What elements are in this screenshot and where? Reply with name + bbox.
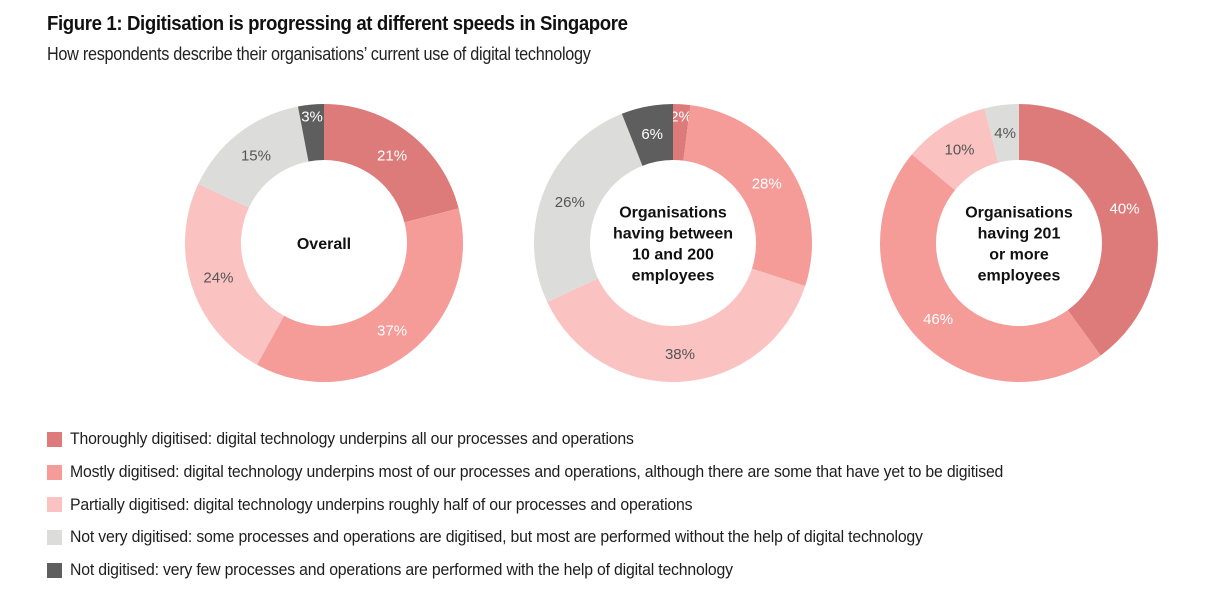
donut-charts: 21% 37% 24% 15% 3% Overall 2% 28% 38% 26% 6% Organi… xyxy=(184,103,1159,383)
center-label-line: having between xyxy=(613,226,733,243)
legend-item-not: Not digitised: very few processes and op… xyxy=(47,554,1073,587)
slice-value-label: 38% xyxy=(665,346,695,363)
center-label-line: or more xyxy=(989,247,1049,264)
legend-label: Mostly digitised: digital technology und… xyxy=(70,462,1004,482)
legend-label: Not digitised: very few processes and op… xyxy=(70,560,733,580)
slice-mostly xyxy=(257,208,463,383)
donut-center-label: Organisations having between 10 and 200 emp… xyxy=(613,205,733,285)
legend-swatch xyxy=(47,497,62,513)
slice-value-label: 10% xyxy=(945,141,975,158)
slice-partially xyxy=(184,183,285,365)
legend-swatch xyxy=(47,529,62,545)
figure-subtitle: How respondents describe their organisat… xyxy=(47,44,591,64)
center-label-line: Organisations xyxy=(965,205,1073,222)
slice-mostly xyxy=(880,154,1101,382)
legend-item-thoroughly: Thoroughly digitised: digital technology… xyxy=(47,423,1073,456)
legend-item-partially: Partially digitised: digital technology … xyxy=(47,488,1073,521)
slice-value-label: 24% xyxy=(203,269,233,286)
center-label-line: employees xyxy=(632,268,715,285)
slice-mostly xyxy=(683,105,813,286)
legend: Thoroughly digitised: digital technology… xyxy=(47,423,1073,586)
legend-label: Not very digitised: some processes and o… xyxy=(70,527,923,547)
legend-item-mostly: Mostly digitised: digital technology und… xyxy=(47,456,1073,489)
slice-value-label: 26% xyxy=(555,194,585,211)
donut-center-label: Overall xyxy=(297,236,351,253)
slice-value-label: 37% xyxy=(377,323,407,340)
slice-not-very xyxy=(984,104,1019,163)
slice-value-label: 2% xyxy=(670,108,692,125)
center-label-line: employees xyxy=(978,268,1061,285)
figure-title: Figure 1: Digitisation is progressing at… xyxy=(47,13,628,35)
donut-organisations-having-between-10-and-200-employees: 2% 28% 38% 26% 6% Organisations having between… xyxy=(534,104,813,382)
slice-value-label: 21% xyxy=(377,147,407,164)
slice-not xyxy=(621,104,673,166)
center-label-line: Overall xyxy=(297,236,351,253)
center-label-line: Organisations xyxy=(619,205,727,222)
slice-value-label: 3% xyxy=(301,109,323,126)
legend-swatch xyxy=(47,562,62,578)
slice-partially xyxy=(911,108,999,191)
donut-center-label: Organisations having 201 or more employees xyxy=(965,205,1073,285)
slice-value-label: 46% xyxy=(923,311,953,328)
slice-value-label: 40% xyxy=(1110,201,1140,218)
slice-not xyxy=(297,104,324,162)
slice-value-label: 6% xyxy=(641,126,663,143)
slice-thoroughly xyxy=(1019,103,1159,356)
legend-label: Partially digitised: digital technology … xyxy=(70,494,693,514)
slice-thoroughly xyxy=(324,104,459,223)
slice-value-label: 28% xyxy=(752,176,782,193)
donut-organisations-having-201-or-more-employees: 40% 46% 10% 4% Organisations having 201 or mor… xyxy=(880,103,1159,382)
legend-swatch xyxy=(47,464,62,480)
slice-value-label: 15% xyxy=(241,147,271,164)
slice-not-very xyxy=(534,113,643,303)
slice-value-label: 4% xyxy=(994,125,1016,142)
legend-swatch xyxy=(47,431,62,447)
donut-overall: 21% 37% 24% 15% 3% Overall xyxy=(184,104,463,383)
slice-not-very xyxy=(198,106,309,208)
legend-item-not-very: Not very digitised: some processes and o… xyxy=(47,521,1073,554)
slice-partially xyxy=(547,268,806,382)
legend-label: Thoroughly digitised: digital technology… xyxy=(70,429,634,449)
center-label-line: 10 and 200 xyxy=(632,247,714,264)
slice-thoroughly xyxy=(673,104,691,161)
center-label-line: having 201 xyxy=(978,226,1061,243)
